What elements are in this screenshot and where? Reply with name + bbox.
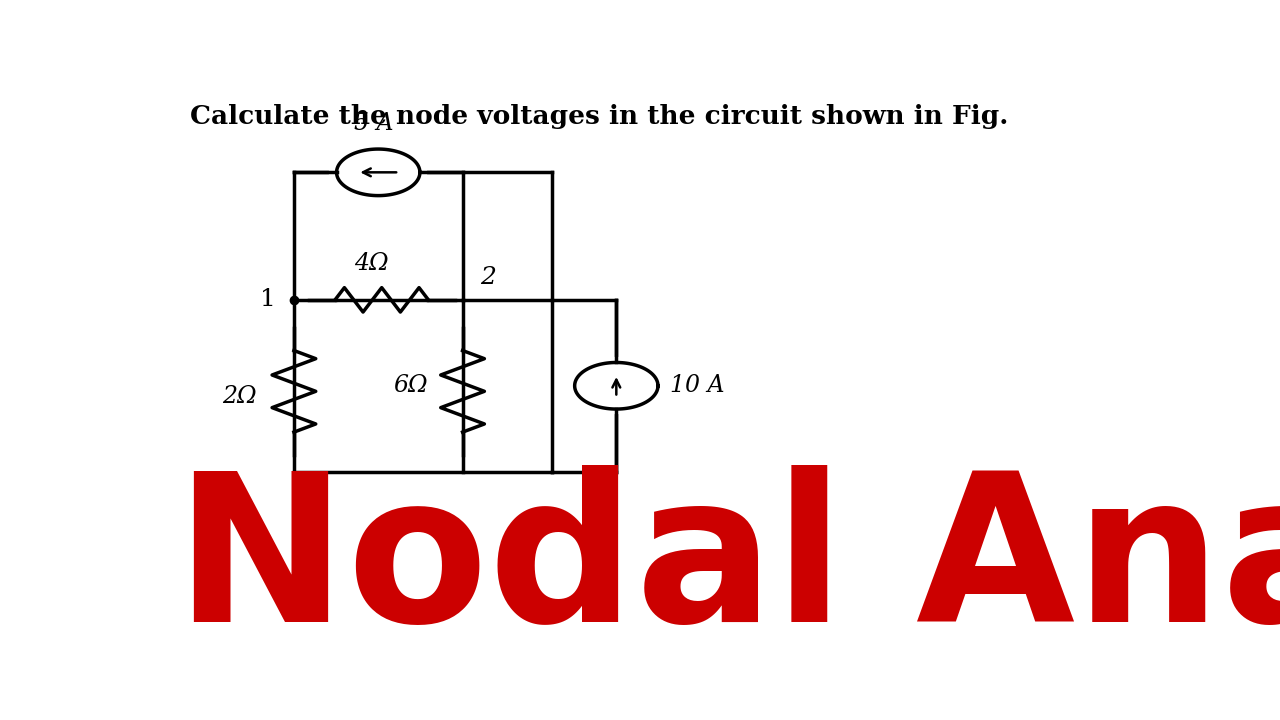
Text: 1: 1 [260, 288, 276, 311]
Text: 2: 2 [480, 266, 497, 289]
Text: 6Ω: 6Ω [394, 374, 429, 397]
Text: 5 A: 5 A [353, 112, 393, 135]
Text: Nodal Analysis: Nodal Analysis [175, 465, 1280, 667]
Text: Calculate the node voltages in the circuit shown in Fig.: Calculate the node voltages in the circu… [189, 104, 1009, 130]
Text: 2Ω: 2Ω [221, 385, 257, 408]
Text: 10 A: 10 A [669, 374, 724, 397]
Text: 4Ω: 4Ω [355, 252, 389, 275]
